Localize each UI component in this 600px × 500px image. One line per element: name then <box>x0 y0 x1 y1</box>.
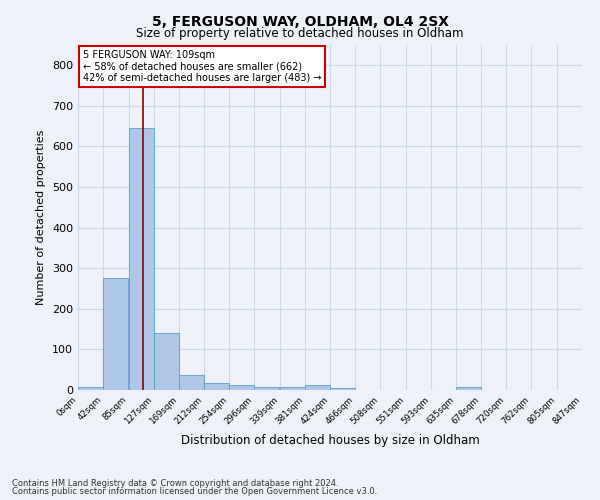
Text: Contains HM Land Registry data © Crown copyright and database right 2024.: Contains HM Land Registry data © Crown c… <box>12 478 338 488</box>
Bar <box>305 385 330 390</box>
Bar <box>456 387 481 390</box>
X-axis label: Distribution of detached houses by size in Oldham: Distribution of detached houses by size … <box>181 434 479 447</box>
Bar <box>229 385 254 390</box>
Text: Size of property relative to detached houses in Oldham: Size of property relative to detached ho… <box>136 28 464 40</box>
Bar <box>128 128 154 390</box>
Text: 5, FERGUSON WAY, OLDHAM, OL4 2SX: 5, FERGUSON WAY, OLDHAM, OL4 2SX <box>151 15 449 29</box>
Bar <box>154 333 179 390</box>
Bar <box>330 388 355 390</box>
Bar <box>78 387 103 390</box>
Bar <box>204 382 229 390</box>
Bar <box>254 387 279 390</box>
Text: Contains public sector information licensed under the Open Government Licence v3: Contains public sector information licen… <box>12 487 377 496</box>
Text: 5 FERGUSON WAY: 109sqm
← 58% of detached houses are smaller (662)
42% of semi-de: 5 FERGUSON WAY: 109sqm ← 58% of detached… <box>83 50 322 84</box>
Bar <box>103 278 128 390</box>
Y-axis label: Number of detached properties: Number of detached properties <box>37 130 46 305</box>
Bar <box>280 387 305 390</box>
Bar <box>179 374 203 390</box>
